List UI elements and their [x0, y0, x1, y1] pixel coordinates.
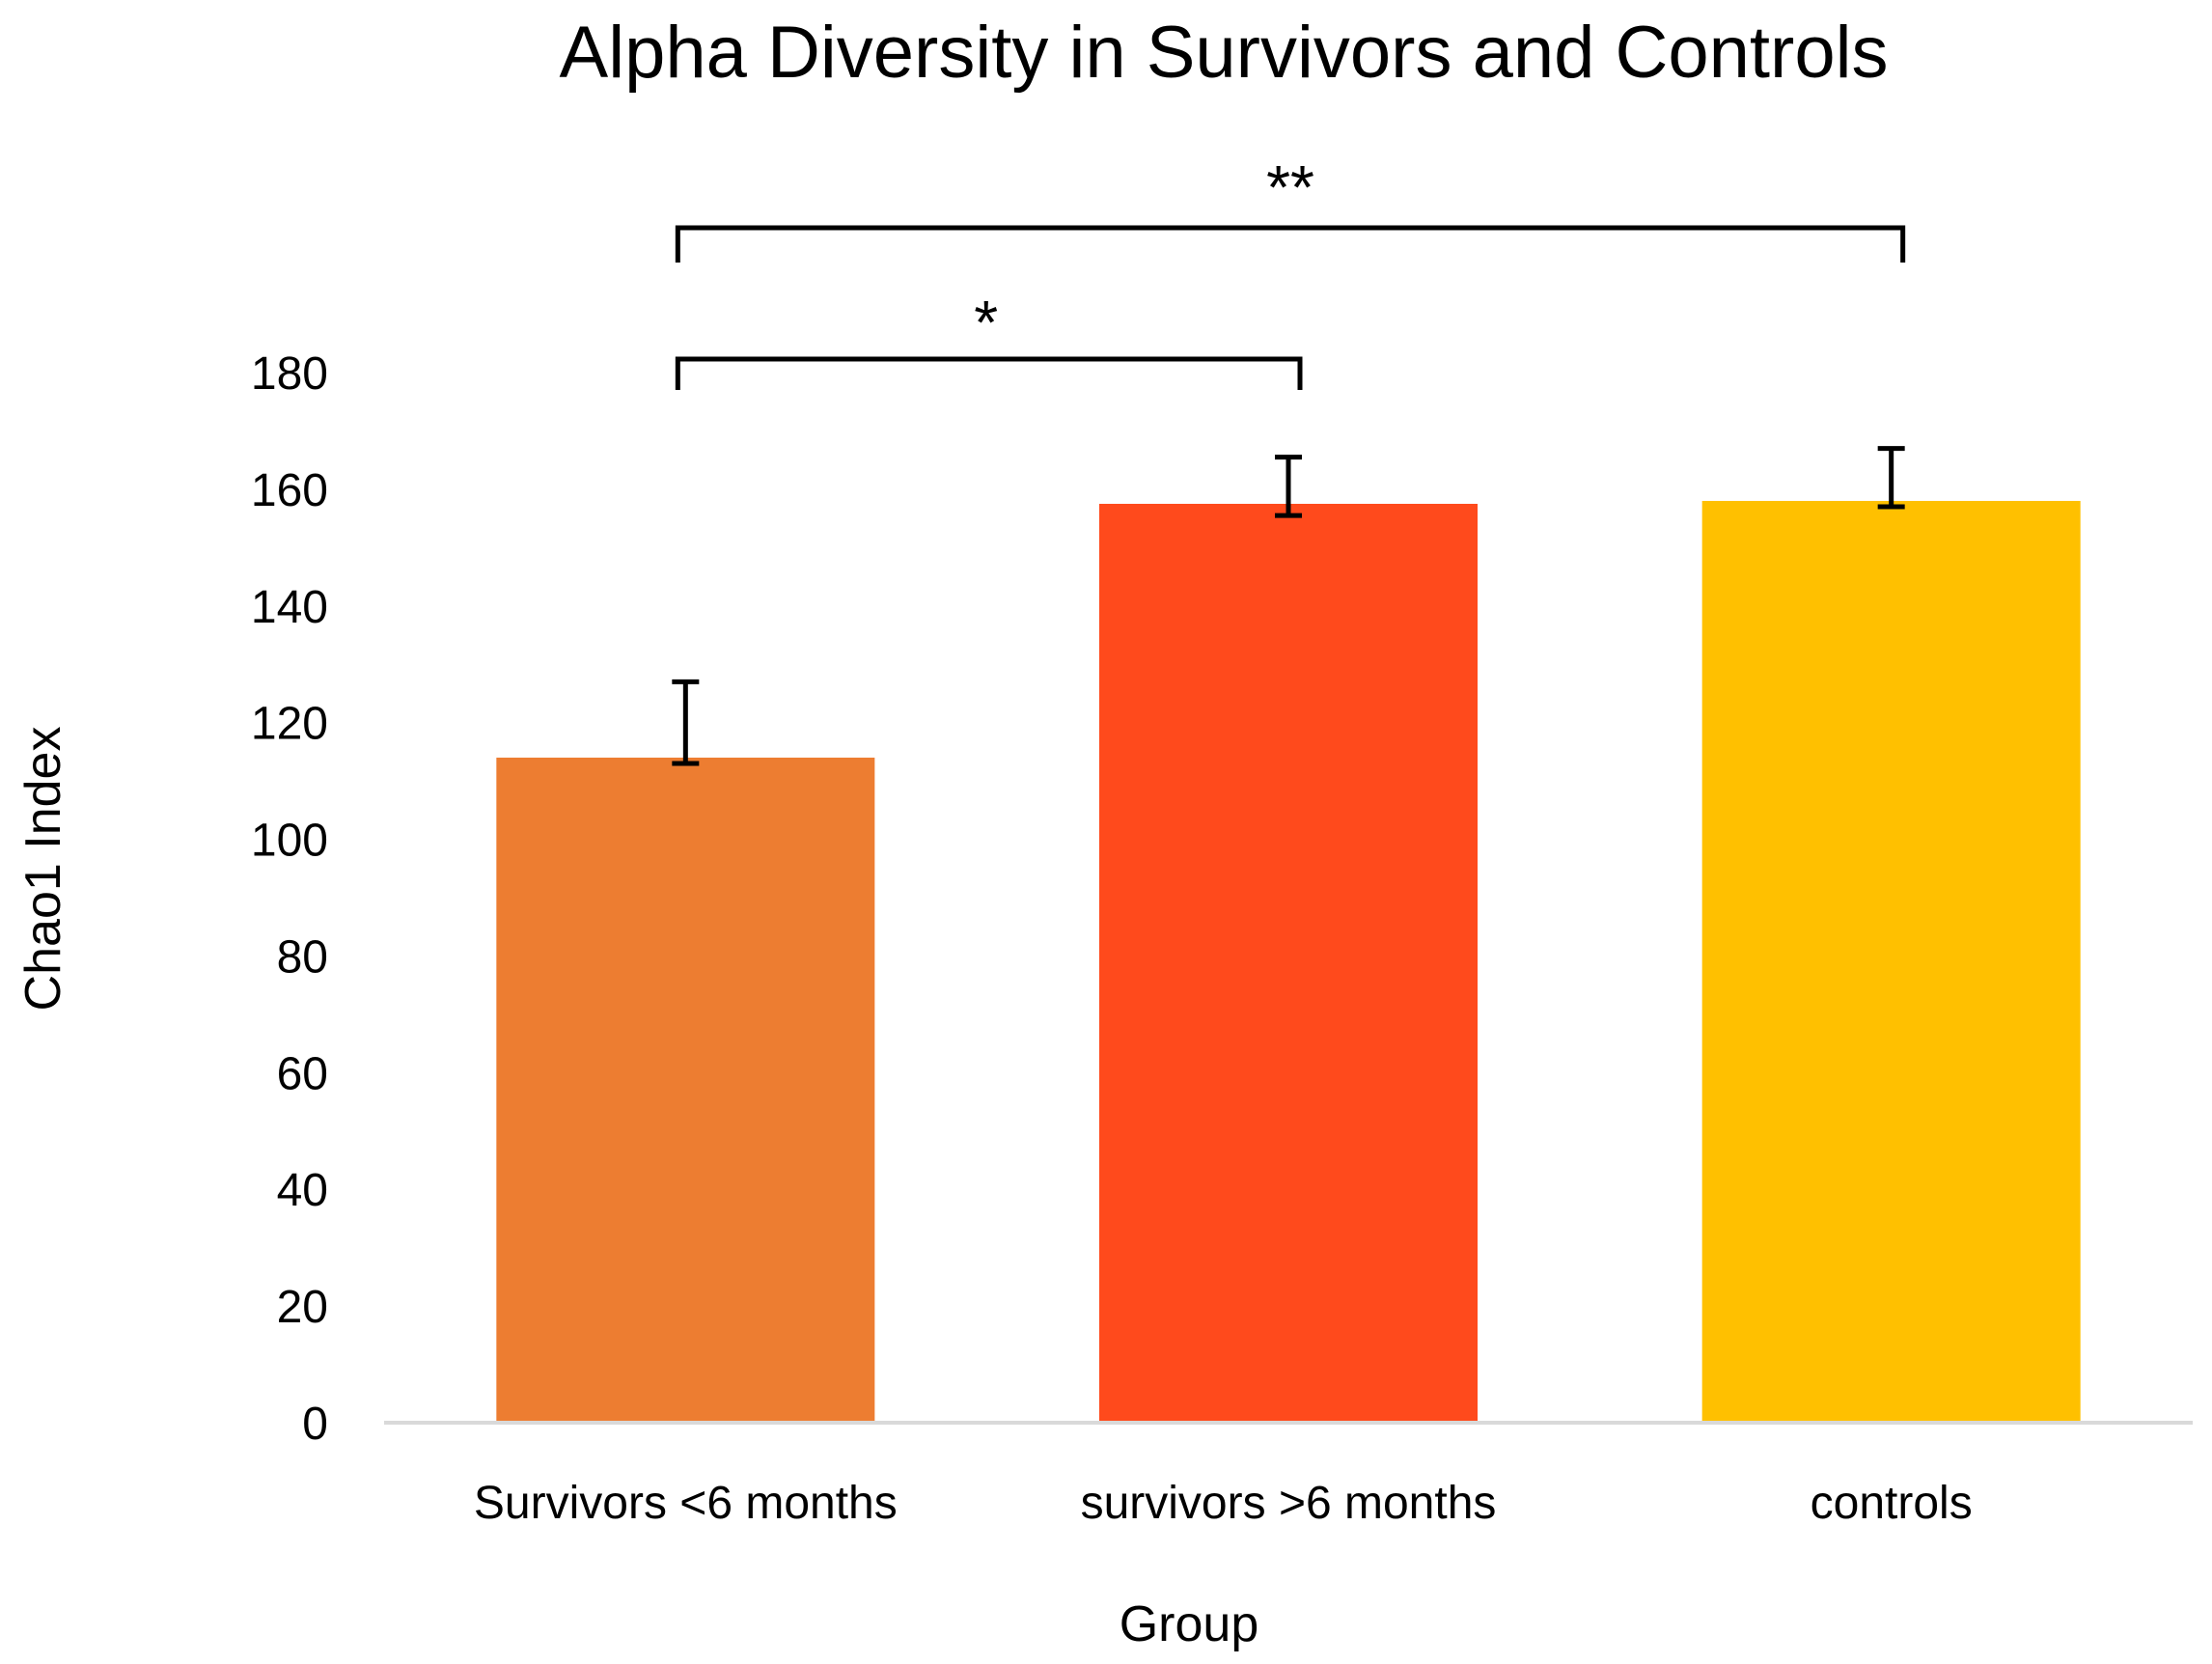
bar — [1701, 500, 2081, 1423]
y-tick-label: 80 — [277, 931, 328, 983]
significance-bracket: * — [675, 288, 1303, 390]
significance-label: ** — [1266, 153, 1314, 222]
y-tick-label: 140 — [251, 582, 328, 633]
x-axis-ticks: Survivors <6 months survivors >6 months co… — [474, 1478, 1973, 1529]
significance-label: * — [974, 288, 998, 357]
bars — [496, 500, 2081, 1423]
error-bar — [1877, 446, 1905, 510]
error-bar — [672, 679, 700, 766]
bar — [496, 757, 875, 1423]
y-tick-label: 40 — [277, 1165, 328, 1216]
y-tick-label: 100 — [251, 816, 328, 867]
significance-brackets: *** — [675, 153, 1906, 390]
y-axis-ticks: 0 20 40 60 80 100 120 140 160 180 — [251, 348, 328, 1450]
x-tick-label: controls — [1811, 1478, 1973, 1529]
y-tick-label: 160 — [251, 465, 328, 516]
y-tick-label: 60 — [277, 1048, 328, 1099]
y-tick-label: 20 — [277, 1282, 328, 1333]
error-bars — [672, 446, 1905, 766]
significance-bracket-line — [675, 356, 1303, 390]
x-tick-label: Survivors <6 months — [474, 1478, 898, 1529]
x-axis-label: Group — [1120, 1596, 1259, 1652]
x-tick-label: survivors >6 months — [1081, 1478, 1497, 1529]
y-tick-label: 120 — [251, 699, 328, 750]
y-axis-label: Chao1 Index — [15, 727, 71, 1012]
significance-bracket-line — [675, 225, 1906, 263]
error-bar — [1275, 455, 1302, 518]
y-tick-label: 0 — [302, 1399, 328, 1450]
chart-title: Alpha Diversity in Survivors and Control… — [560, 12, 1889, 94]
y-tick-label: 180 — [251, 348, 328, 400]
bar — [1099, 504, 1478, 1423]
significance-bracket: ** — [675, 153, 1906, 263]
